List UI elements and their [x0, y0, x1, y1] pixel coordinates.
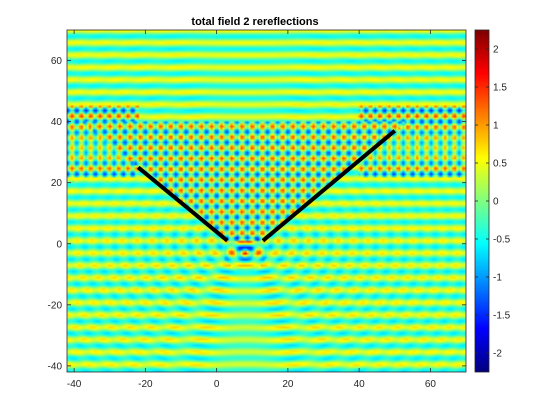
y-axis: -40 -20 0 20 40 60	[48, 56, 466, 372]
colorbar-axis: -2 -1.5 -1 -0.5 0 0.5 1 1.5 2	[475, 45, 511, 360]
colorbar-tick-label: 0.5	[493, 159, 507, 170]
x-axis: -40 -20 0 20 40 60	[67, 30, 436, 390]
colorbar-gradient	[475, 30, 489, 372]
x-tick-label: 60	[425, 379, 437, 390]
colorbar-tick-label: 1	[493, 121, 499, 132]
y-tick-label: 60	[51, 56, 63, 67]
colorbar: -2 -1.5 -1 -0.5 0 0.5 1 1.5 2	[474, 29, 511, 373]
colorbar-tick-label: -1.5	[493, 311, 511, 322]
reflector-lines	[136, 129, 397, 243]
plot-frame	[66, 29, 467, 373]
y-tick-label: -20	[48, 300, 63, 311]
plot-area: -40 -20 0 20 40 60 -40 -20 0 20 40 60	[48, 29, 467, 390]
x-tick-label: -20	[138, 379, 153, 390]
y-tick-label: 20	[51, 178, 63, 189]
x-tick-label: 40	[354, 379, 366, 390]
field-heatmap	[67, 30, 466, 372]
chart-title: total field 2 rereflections	[191, 16, 318, 28]
y-tick-label: 0	[56, 239, 62, 250]
reflector-segment-2	[261, 129, 397, 243]
colorbar-tick-label: -0.5	[493, 235, 511, 246]
x-tick-label: 20	[282, 379, 294, 390]
colorbar-tick-label: -1	[493, 273, 502, 284]
x-tick-label: 0	[214, 379, 220, 390]
reflector-segment-1	[136, 165, 229, 243]
colorbar-tick-label: -2	[493, 349, 502, 360]
colorbar-tick-label: 2	[493, 45, 499, 56]
x-tick-label: -40	[67, 379, 82, 390]
y-tick-label: 40	[51, 117, 63, 128]
colorbar-tick-label: 1.5	[493, 83, 507, 94]
colorbar-tick-label: 0	[493, 197, 499, 208]
y-tick-label: -40	[48, 361, 63, 372]
